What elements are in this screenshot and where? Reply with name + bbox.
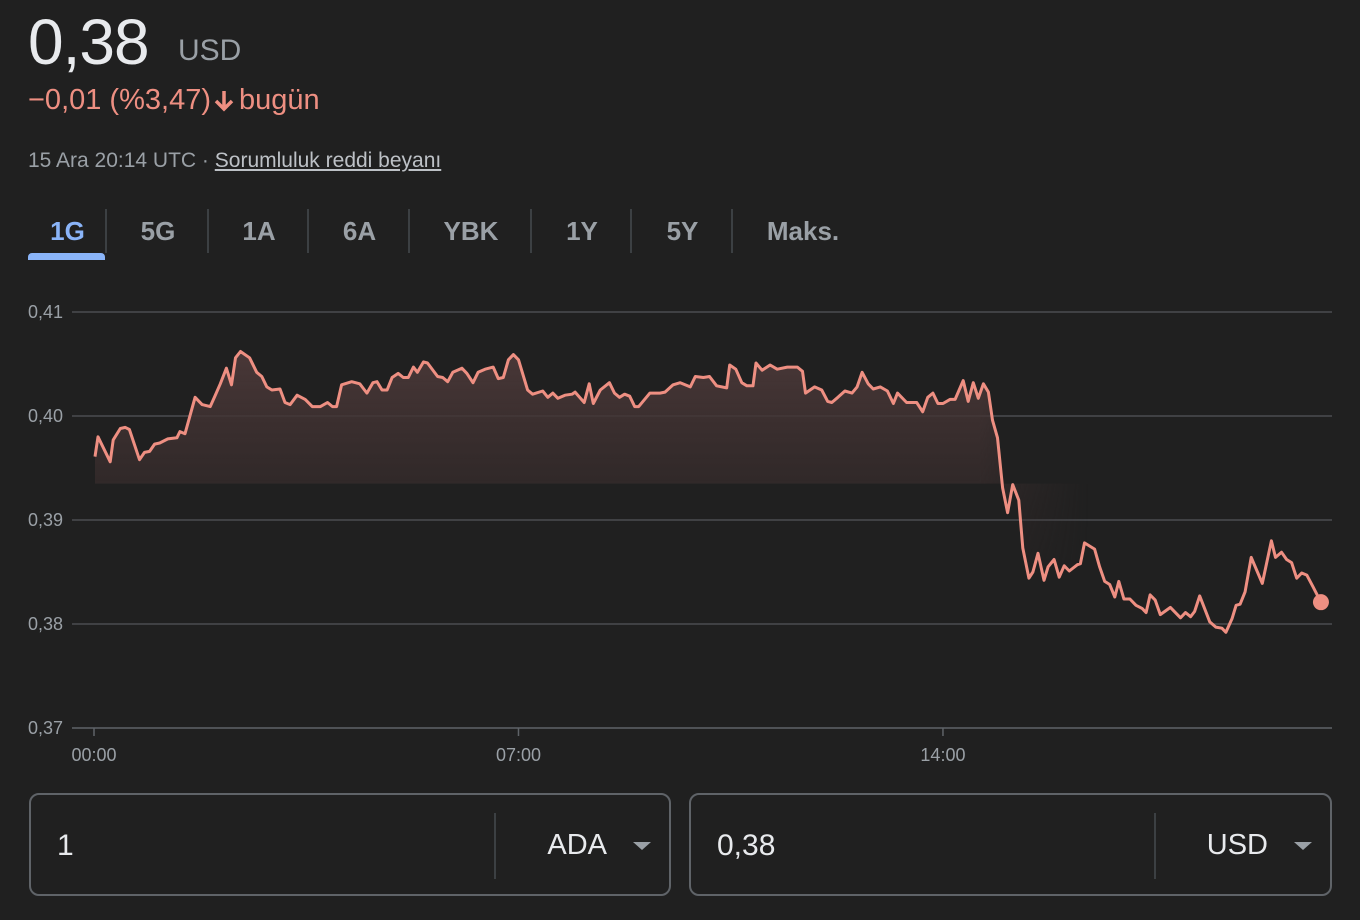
tab-5y[interactable]: 5Y bbox=[632, 206, 733, 256]
x-tick-label: 00:00 bbox=[71, 745, 116, 765]
current-price: 0,38 bbox=[28, 6, 150, 78]
timestamp-row: 15 Ara 20:14 UTC · Sorumluluk reddi beya… bbox=[28, 149, 441, 173]
to-amount-input[interactable]: 0,38 bbox=[717, 829, 776, 862]
y-tick-label: 0,38 bbox=[28, 614, 63, 634]
caret-down-icon[interactable] bbox=[1294, 842, 1312, 850]
price-line bbox=[93, 350, 1323, 634]
y-tick-label: 0,40 bbox=[28, 406, 63, 426]
caret-down-icon[interactable] bbox=[633, 842, 651, 850]
disclaimer-link[interactable]: Sorumluluk reddi beyanı bbox=[214, 149, 442, 172]
price-area-fill bbox=[95, 351, 1321, 633]
arrow-down-icon bbox=[214, 90, 234, 111]
change-value: −0,01 (%3,47) bbox=[28, 84, 211, 116]
tab-max[interactable]: Maks. bbox=[766, 215, 840, 246]
y-tick-label: 0,41 bbox=[28, 302, 63, 322]
range-tabs: 1G 5G 1A 6A YBK 1Y 5Y Maks. bbox=[28, 206, 873, 262]
converter-divider bbox=[494, 813, 496, 879]
tab-5g[interactable]: 5G bbox=[107, 206, 209, 256]
from-amount-input[interactable]: 1 bbox=[57, 829, 74, 862]
price-change: −0,01 (%3,47) bugün bbox=[28, 84, 320, 117]
tab-1y[interactable]: 1Y bbox=[532, 206, 632, 256]
price-chart[interactable]: 0,41 0,40 0,39 0,38 0,37 00:00 07:00 14:00 bbox=[0, 0, 1360, 780]
tab-1g[interactable]: 1G bbox=[28, 206, 107, 260]
tab-ybk[interactable]: YBK bbox=[410, 206, 532, 256]
timestamp: 15 Ara 20:14 UTC · bbox=[28, 149, 209, 172]
from-currency-select[interactable]: ADA bbox=[547, 829, 607, 861]
y-tick-label: 0,39 bbox=[28, 510, 63, 530]
converter-divider bbox=[1154, 813, 1156, 879]
change-period: bugün bbox=[238, 84, 320, 116]
tab-6a[interactable]: 6A bbox=[309, 206, 410, 256]
tab-1a[interactable]: 1A bbox=[209, 206, 309, 256]
converter-from: 1 ADA bbox=[29, 793, 671, 896]
y-tick-label: 0,37 bbox=[28, 718, 63, 738]
x-tick-label: 14:00 bbox=[920, 745, 965, 765]
current-price-dot bbox=[1312, 594, 1329, 611]
x-tick-label: 07:00 bbox=[496, 745, 541, 765]
converter-to: 0,38 USD bbox=[689, 793, 1332, 896]
price-currency: USD bbox=[178, 34, 242, 67]
to-currency-select[interactable]: USD bbox=[1206, 829, 1268, 861]
